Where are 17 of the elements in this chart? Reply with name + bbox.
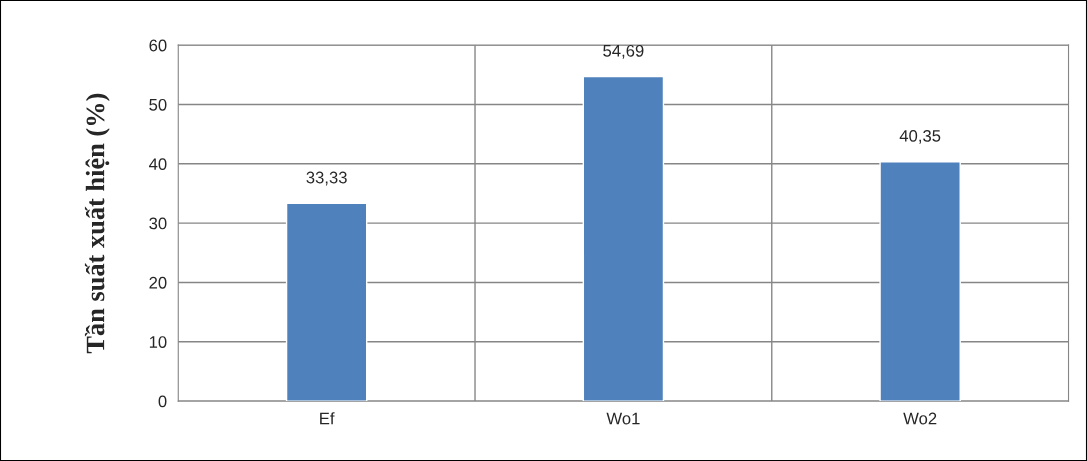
x-tick-label: Ef [320,412,335,425]
y-tick-label: 10 [149,336,167,348]
y-axis-title: Tần suất xuất hiện (%) [84,93,110,354]
y-tick-label: 20 [149,276,167,289]
y-tick-label: 30 [149,217,167,230]
y-tick-label: 50 [149,98,167,111]
bar [285,202,368,402]
data-label: 54,69 [603,44,644,59]
y-tick-label: 60 [149,39,167,52]
data-label: 33,33 [306,171,347,186]
x-tick-label: Wo2 [903,412,937,425]
x-tick-label: Wo1 [606,412,640,425]
bar [582,75,665,402]
data-label: 40,35 [899,129,941,144]
y-tick-label: 0 [158,395,167,408]
y-tick-label: 40 [149,158,167,171]
bar [879,161,961,402]
